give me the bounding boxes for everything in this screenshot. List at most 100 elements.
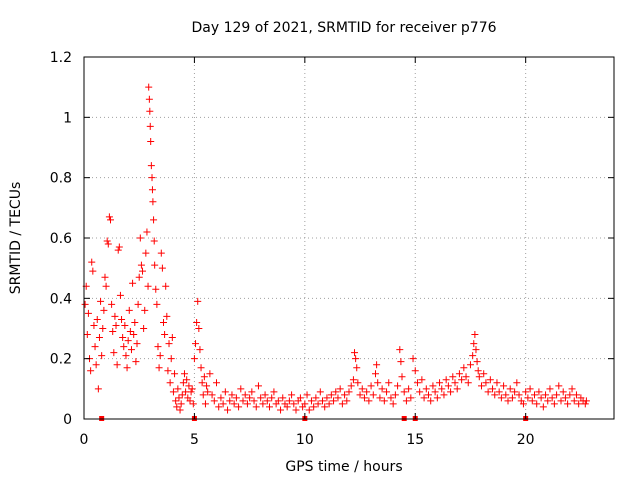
data-point [431,388,439,396]
data-point [126,328,134,336]
data-point [215,403,223,411]
data-point [559,388,567,396]
data-point [397,358,405,366]
data-point [455,370,463,378]
data-point [531,391,538,399]
data-point [175,394,183,402]
data-point [528,397,536,405]
data-point [581,400,589,408]
data-point [444,382,452,390]
data-point [112,321,120,329]
data-point [241,391,249,399]
data-point [513,379,521,387]
data-point [172,397,180,405]
data-point [478,382,485,390]
data-point [199,391,207,399]
data-point [109,328,117,336]
data-point [250,397,258,405]
data-point [204,388,212,396]
data-point [252,403,260,411]
x-tick-label: 5 [190,432,199,448]
data-point [316,388,324,396]
data-point [89,267,97,275]
data-point [376,394,384,402]
data-point [353,364,361,372]
data-point [141,306,149,314]
data-point [111,312,119,320]
data-point [425,391,432,399]
data-point [188,385,196,393]
data-point [402,397,410,405]
data-point [493,379,501,387]
data-point [396,346,404,354]
data-point [208,391,216,399]
data-point [114,246,122,254]
data-point [542,391,550,399]
data-point [107,216,114,224]
data-point [246,394,254,402]
data-point [232,394,240,402]
data-point [474,367,482,375]
data-point [515,391,523,399]
x-tick-label: 0 [80,432,89,448]
data-point [197,364,205,372]
x-tick-label: 10 [296,432,314,448]
data-point [303,391,311,399]
data-point [94,385,102,393]
data-point [572,391,580,399]
data-point [142,249,150,257]
data-point [198,379,206,387]
data-point [387,394,395,402]
data-point [312,394,320,402]
data-point [243,400,251,408]
data-point [400,388,408,396]
data-point [153,300,161,308]
data-point [180,370,188,378]
data-point [500,382,508,390]
x-tick-label: 20 [517,432,535,448]
data-point [566,391,574,399]
data-point [101,273,109,281]
data-point [237,385,245,393]
data-point [292,406,300,414]
data-point [99,325,107,332]
data-point [129,279,137,287]
data-point [135,273,143,281]
data-point [539,403,547,411]
data-point [288,391,296,399]
data-point [144,282,152,290]
data-point [550,400,558,408]
data-point [259,400,267,408]
data-point [84,309,92,317]
data-point [257,394,265,402]
data-point [519,400,527,408]
y-tick-label: 0.6 [50,231,72,247]
data-point [310,403,318,411]
data-point [373,361,381,369]
data-point [221,388,229,396]
data-point [374,379,382,387]
data-point [296,394,304,402]
data-point [178,391,186,399]
data-point [219,400,227,408]
x-axis-label: GPS time / hours [285,459,402,475]
data-point [409,355,417,363]
data-point [416,388,424,396]
data-point [557,397,565,405]
data-point [146,107,154,115]
y-tick-label: 0.4 [50,291,72,307]
data-point [544,397,552,405]
chart-title: Day 129 of 2021, SRMTID for receiver p77… [191,20,496,36]
data-point [177,400,185,408]
data-point [436,379,444,387]
data-point [433,394,441,402]
data-point [356,391,364,399]
data-point [546,385,554,393]
data-point [319,397,326,405]
data-point [108,300,116,308]
data-point [163,312,171,320]
data-point [472,346,480,354]
data-point [343,397,351,405]
data-point [480,370,488,378]
grid-lines [84,57,614,419]
